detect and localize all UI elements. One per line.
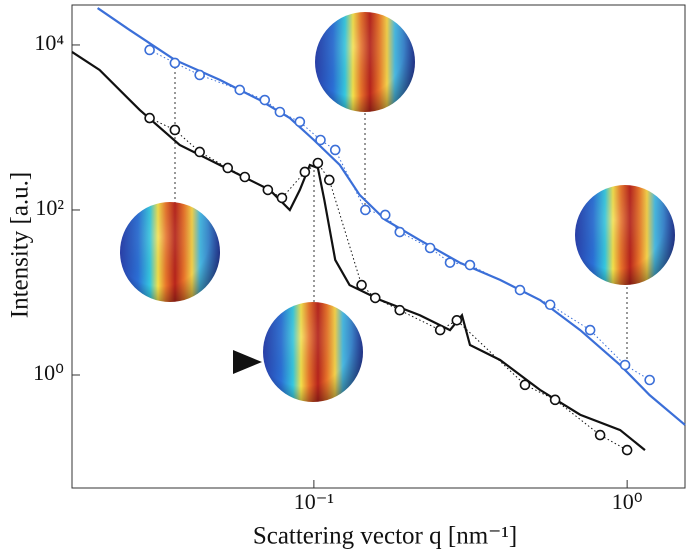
data-point <box>294 116 306 128</box>
data-point <box>394 304 406 316</box>
data-point <box>234 84 246 96</box>
data-point <box>312 157 324 169</box>
x-tick-label: 10⁰ <box>612 489 643 514</box>
data-point <box>360 204 371 216</box>
data-point <box>299 166 311 178</box>
data-point <box>329 144 341 156</box>
data-point <box>619 359 631 371</box>
data-point <box>549 394 561 406</box>
data-point <box>451 315 463 326</box>
data-point <box>274 106 286 118</box>
data-point <box>144 112 155 124</box>
data-point <box>379 209 391 221</box>
data-point <box>194 146 205 158</box>
data-point <box>514 284 526 296</box>
data-point <box>315 134 326 146</box>
series-line <box>96 7 686 426</box>
data-point <box>621 444 633 456</box>
data-point <box>584 324 596 336</box>
data-point <box>444 257 456 268</box>
data-point <box>544 299 556 311</box>
data-point <box>594 429 606 441</box>
y-axis-label: Intensity [a.u.] <box>7 172 34 318</box>
y-tick-label: 10⁴ <box>34 30 64 55</box>
data-point <box>356 279 367 291</box>
plot-area: 10⁻¹ 10⁰ 10⁰ 10² 10⁴ <box>33 7 686 514</box>
data-point <box>644 374 655 386</box>
data-point <box>239 171 251 183</box>
dotted-line <box>149 49 650 381</box>
guide-lines <box>174 62 628 372</box>
data-point <box>259 94 271 106</box>
data-point <box>262 184 274 196</box>
x-axis-label: Scattering vector q [nm⁻¹] <box>253 523 517 550</box>
data-point <box>424 242 436 254</box>
data-point <box>369 292 381 304</box>
y-tick-label: 10² <box>35 195 64 220</box>
x-tick-label: 10⁻¹ <box>294 489 334 514</box>
data-point <box>169 124 181 136</box>
data-point <box>434 324 446 336</box>
data-point <box>323 174 335 186</box>
data-point <box>194 69 205 81</box>
data-point <box>464 259 476 271</box>
data-point <box>519 379 531 391</box>
series-line <box>71 51 646 451</box>
plot-frame <box>71 4 686 489</box>
y-tick-label: 10⁰ <box>33 360 64 385</box>
data-point <box>222 162 234 174</box>
data-point <box>169 57 181 69</box>
data-point <box>144 44 155 56</box>
data-point <box>394 226 406 238</box>
data-point <box>276 192 288 204</box>
sphere-insets <box>120 12 675 402</box>
